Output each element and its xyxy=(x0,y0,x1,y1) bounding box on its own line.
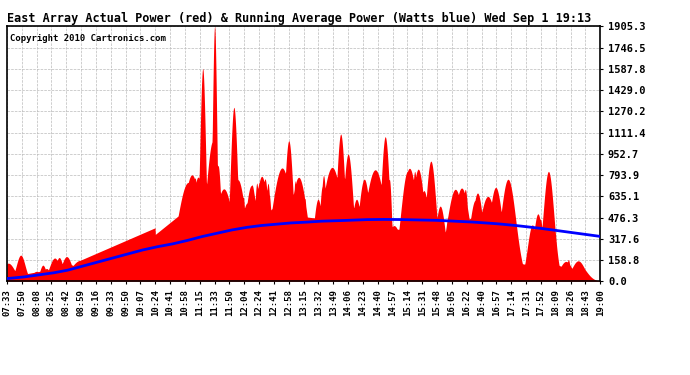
Text: East Array Actual Power (red) & Running Average Power (Watts blue) Wed Sep 1 19:: East Array Actual Power (red) & Running … xyxy=(7,12,591,25)
Text: Copyright 2010 Cartronics.com: Copyright 2010 Cartronics.com xyxy=(10,34,166,43)
